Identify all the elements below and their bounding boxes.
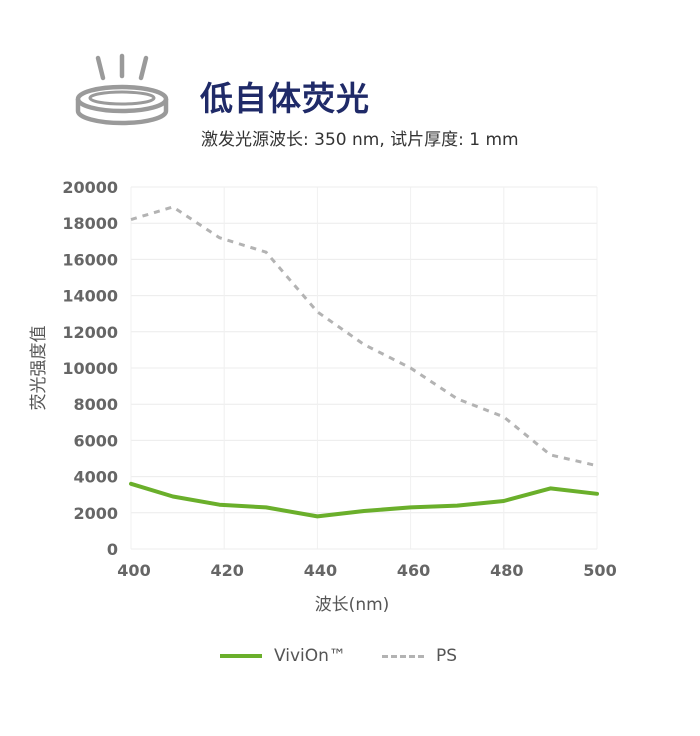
tick-layer: 0 2000 4000 6000 8000 10000 12000 14000 16000 180… (62, 178, 616, 580)
light-disc-icon (70, 52, 175, 132)
y-tick-label: 12000 (62, 323, 118, 342)
y-tick-label: 0 (107, 540, 118, 559)
x-tick-label: 400 (117, 561, 150, 580)
y-tick-label: 18000 (62, 214, 118, 233)
series-line-vivion (129, 481, 599, 519)
legend-item-vivion: ViviOn™ (220, 646, 346, 666)
legend-item-ps: PS (382, 646, 457, 666)
legend-label-vivion: ViviOn™ (274, 646, 346, 666)
x-tick-label: 440 (304, 561, 337, 580)
legend-label-ps: PS (436, 646, 458, 666)
chart-legend: ViviOn™ PS (0, 640, 700, 676)
y-axis-label: 荧光强度值 (29, 326, 49, 411)
x-tick-label: 480 (490, 561, 523, 580)
y-tick-label: 20000 (62, 178, 118, 197)
y-tick-label: 2000 (73, 504, 118, 523)
series-line-ps (130, 205, 598, 468)
page-subtitle: 激发光源波长: 350 nm, 试片厚度: 1 mm (201, 130, 519, 150)
page-title: 低自体荧光 (200, 79, 370, 118)
y-tick-label: 14000 (62, 287, 118, 306)
legend-swatch-ps (382, 654, 424, 658)
y-tick-label: 16000 (62, 250, 118, 269)
x-tick-label: 500 (583, 561, 616, 580)
series-layer (129, 205, 599, 519)
y-tick-label: 6000 (73, 431, 118, 450)
x-axis-label: 波长(nm) (315, 595, 390, 615)
y-tick-label: 4000 (73, 468, 118, 487)
x-tick-label: 460 (397, 561, 430, 580)
legend-swatch-vivion (220, 654, 262, 658)
y-tick-label: 10000 (62, 359, 118, 378)
y-tick-label: 8000 (73, 395, 118, 414)
x-tick-label: 420 (210, 561, 243, 580)
